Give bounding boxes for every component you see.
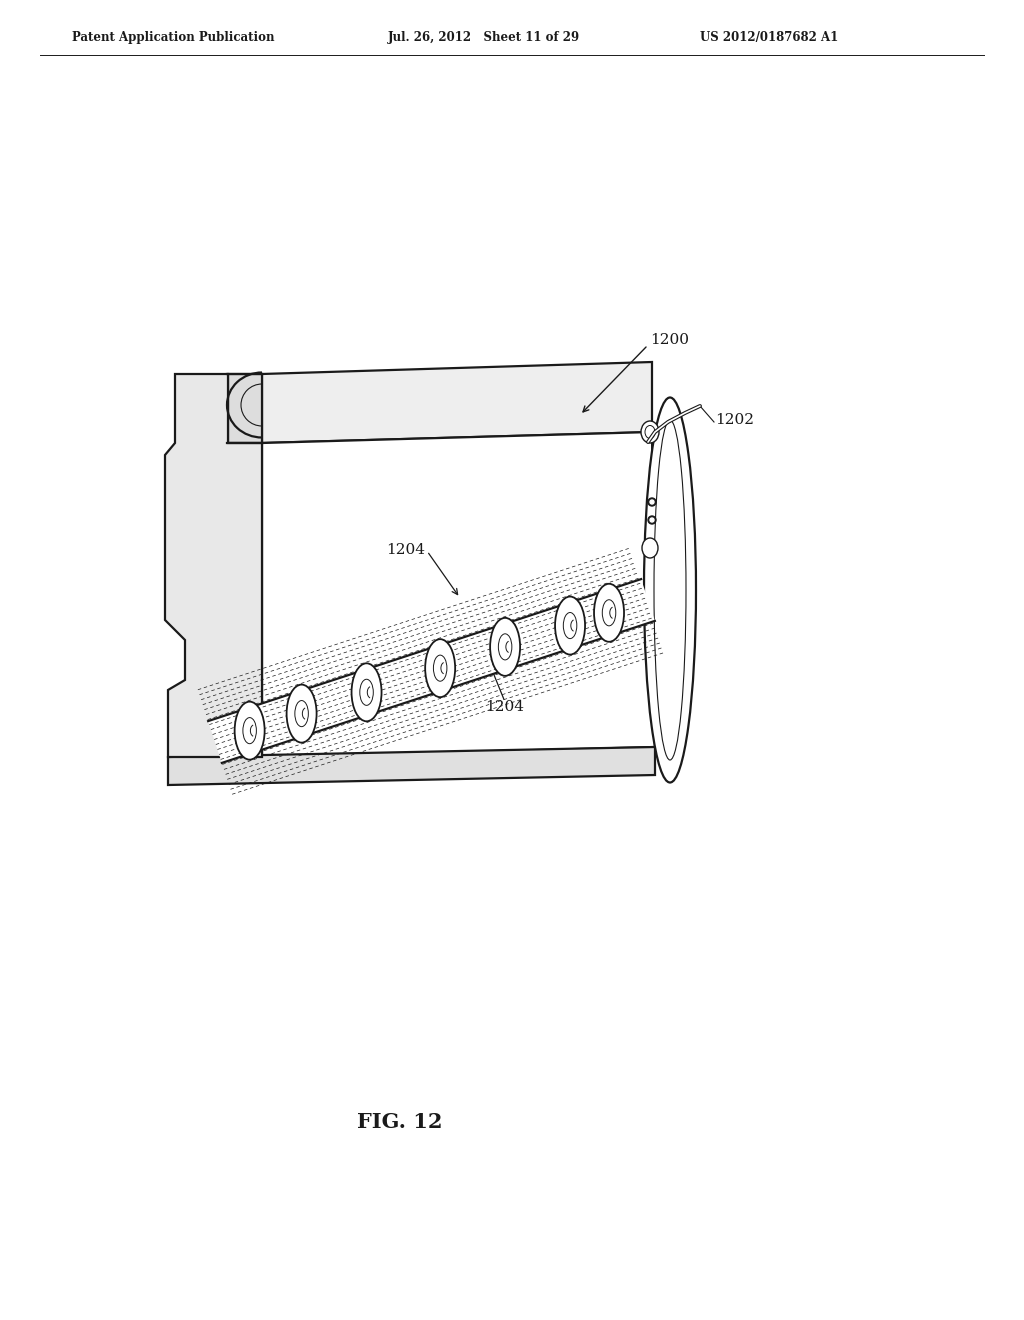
Text: Patent Application Publication: Patent Application Publication [72,30,274,44]
Text: 1204: 1204 [386,543,425,557]
Ellipse shape [499,634,512,660]
Circle shape [650,500,654,504]
Ellipse shape [433,655,446,681]
Polygon shape [262,432,655,756]
Ellipse shape [234,702,264,759]
Text: FIG. 12: FIG. 12 [357,1111,442,1133]
Ellipse shape [602,599,615,626]
Polygon shape [228,374,262,444]
Ellipse shape [295,701,308,726]
Polygon shape [168,747,655,785]
Circle shape [648,498,656,506]
Ellipse shape [490,618,520,676]
Text: Jul. 26, 2012   Sheet 11 of 29: Jul. 26, 2012 Sheet 11 of 29 [388,30,581,44]
Text: 1200: 1200 [650,333,689,347]
Ellipse shape [644,397,696,783]
Ellipse shape [642,539,658,558]
Ellipse shape [359,680,374,705]
Polygon shape [165,374,262,756]
Circle shape [650,517,654,521]
Ellipse shape [351,663,382,721]
Text: 1204: 1204 [485,700,524,714]
Text: US 2012/0187682 A1: US 2012/0187682 A1 [700,30,839,44]
Polygon shape [262,362,652,444]
Ellipse shape [555,597,585,655]
Ellipse shape [654,420,686,760]
Ellipse shape [243,718,256,743]
Ellipse shape [425,639,455,697]
Polygon shape [208,579,655,763]
Ellipse shape [287,685,316,743]
Ellipse shape [563,612,577,639]
Ellipse shape [594,583,624,642]
Text: 1202: 1202 [715,413,754,426]
Circle shape [648,516,656,524]
Ellipse shape [641,421,659,444]
Ellipse shape [645,425,655,438]
